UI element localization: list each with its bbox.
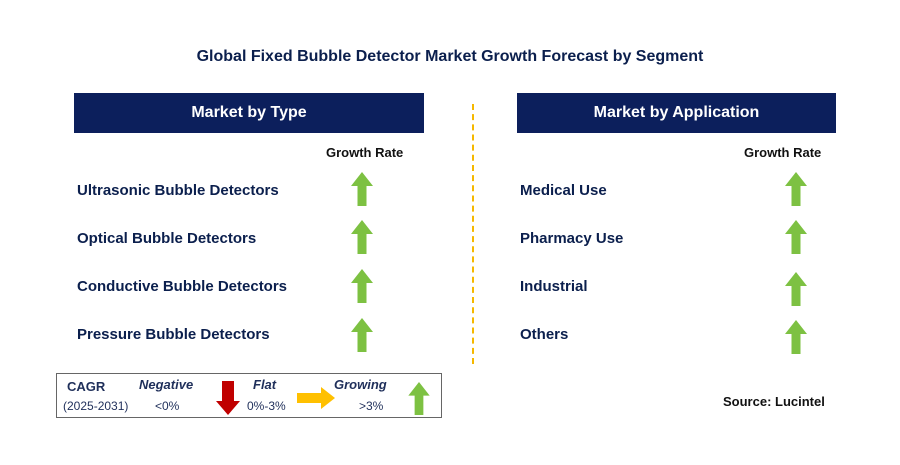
type-item-label: Optical Bubble Detectors — [77, 230, 257, 247]
type-item-label: Pressure Bubble Detectors — [77, 326, 270, 343]
cagr-legend: CAGR (2025-2031) Negative <0% Flat 0%-3%… — [56, 373, 442, 418]
legend-flat-range: 0%-3% — [247, 399, 286, 413]
legend-cagr-label: CAGR — [67, 379, 106, 394]
growing-arrow-icon — [351, 172, 373, 206]
growing-arrow-icon — [785, 220, 807, 254]
down-arrow-icon — [216, 381, 240, 415]
application-item-label: Pharmacy Use — [520, 230, 624, 247]
legend-negative-range: <0% — [155, 399, 180, 413]
application-item-label: Industrial — [520, 278, 588, 295]
source-note: Source: Lucintel — [723, 394, 825, 409]
up-arrow-icon — [408, 382, 430, 415]
growing-arrow-icon — [351, 318, 373, 352]
type-item-label: Ultrasonic Bubble Detectors — [77, 182, 279, 199]
page-title: Global Fixed Bubble Detector Market Grow… — [196, 48, 704, 65]
legend-period: (2025-2031) — [63, 399, 129, 413]
market-by-application-header: Market by Application — [517, 93, 836, 133]
right-arrow-icon — [297, 387, 335, 409]
market-by-type-header: Market by Type — [74, 93, 424, 133]
growing-arrow-icon — [785, 320, 807, 354]
type-item-label: Conductive Bubble Detectors — [77, 278, 288, 295]
application-item-label: Others — [520, 326, 569, 343]
legend-negative-label: Negative — [139, 377, 194, 392]
type-growth-rate-label: Growth Rate — [326, 145, 404, 160]
growing-arrow-icon — [785, 272, 807, 306]
panel-divider — [472, 104, 474, 364]
legend-growing-range: >3% — [359, 399, 384, 413]
growing-arrow-icon — [351, 220, 373, 254]
application-growth-rate-label: Growth Rate — [744, 145, 822, 160]
growing-arrow-icon — [785, 172, 807, 206]
application-item-label: Medical Use — [520, 182, 607, 199]
growing-arrow-icon — [351, 269, 373, 303]
legend-growing-label: Growing — [334, 377, 387, 392]
legend-flat-label: Flat — [253, 377, 277, 392]
